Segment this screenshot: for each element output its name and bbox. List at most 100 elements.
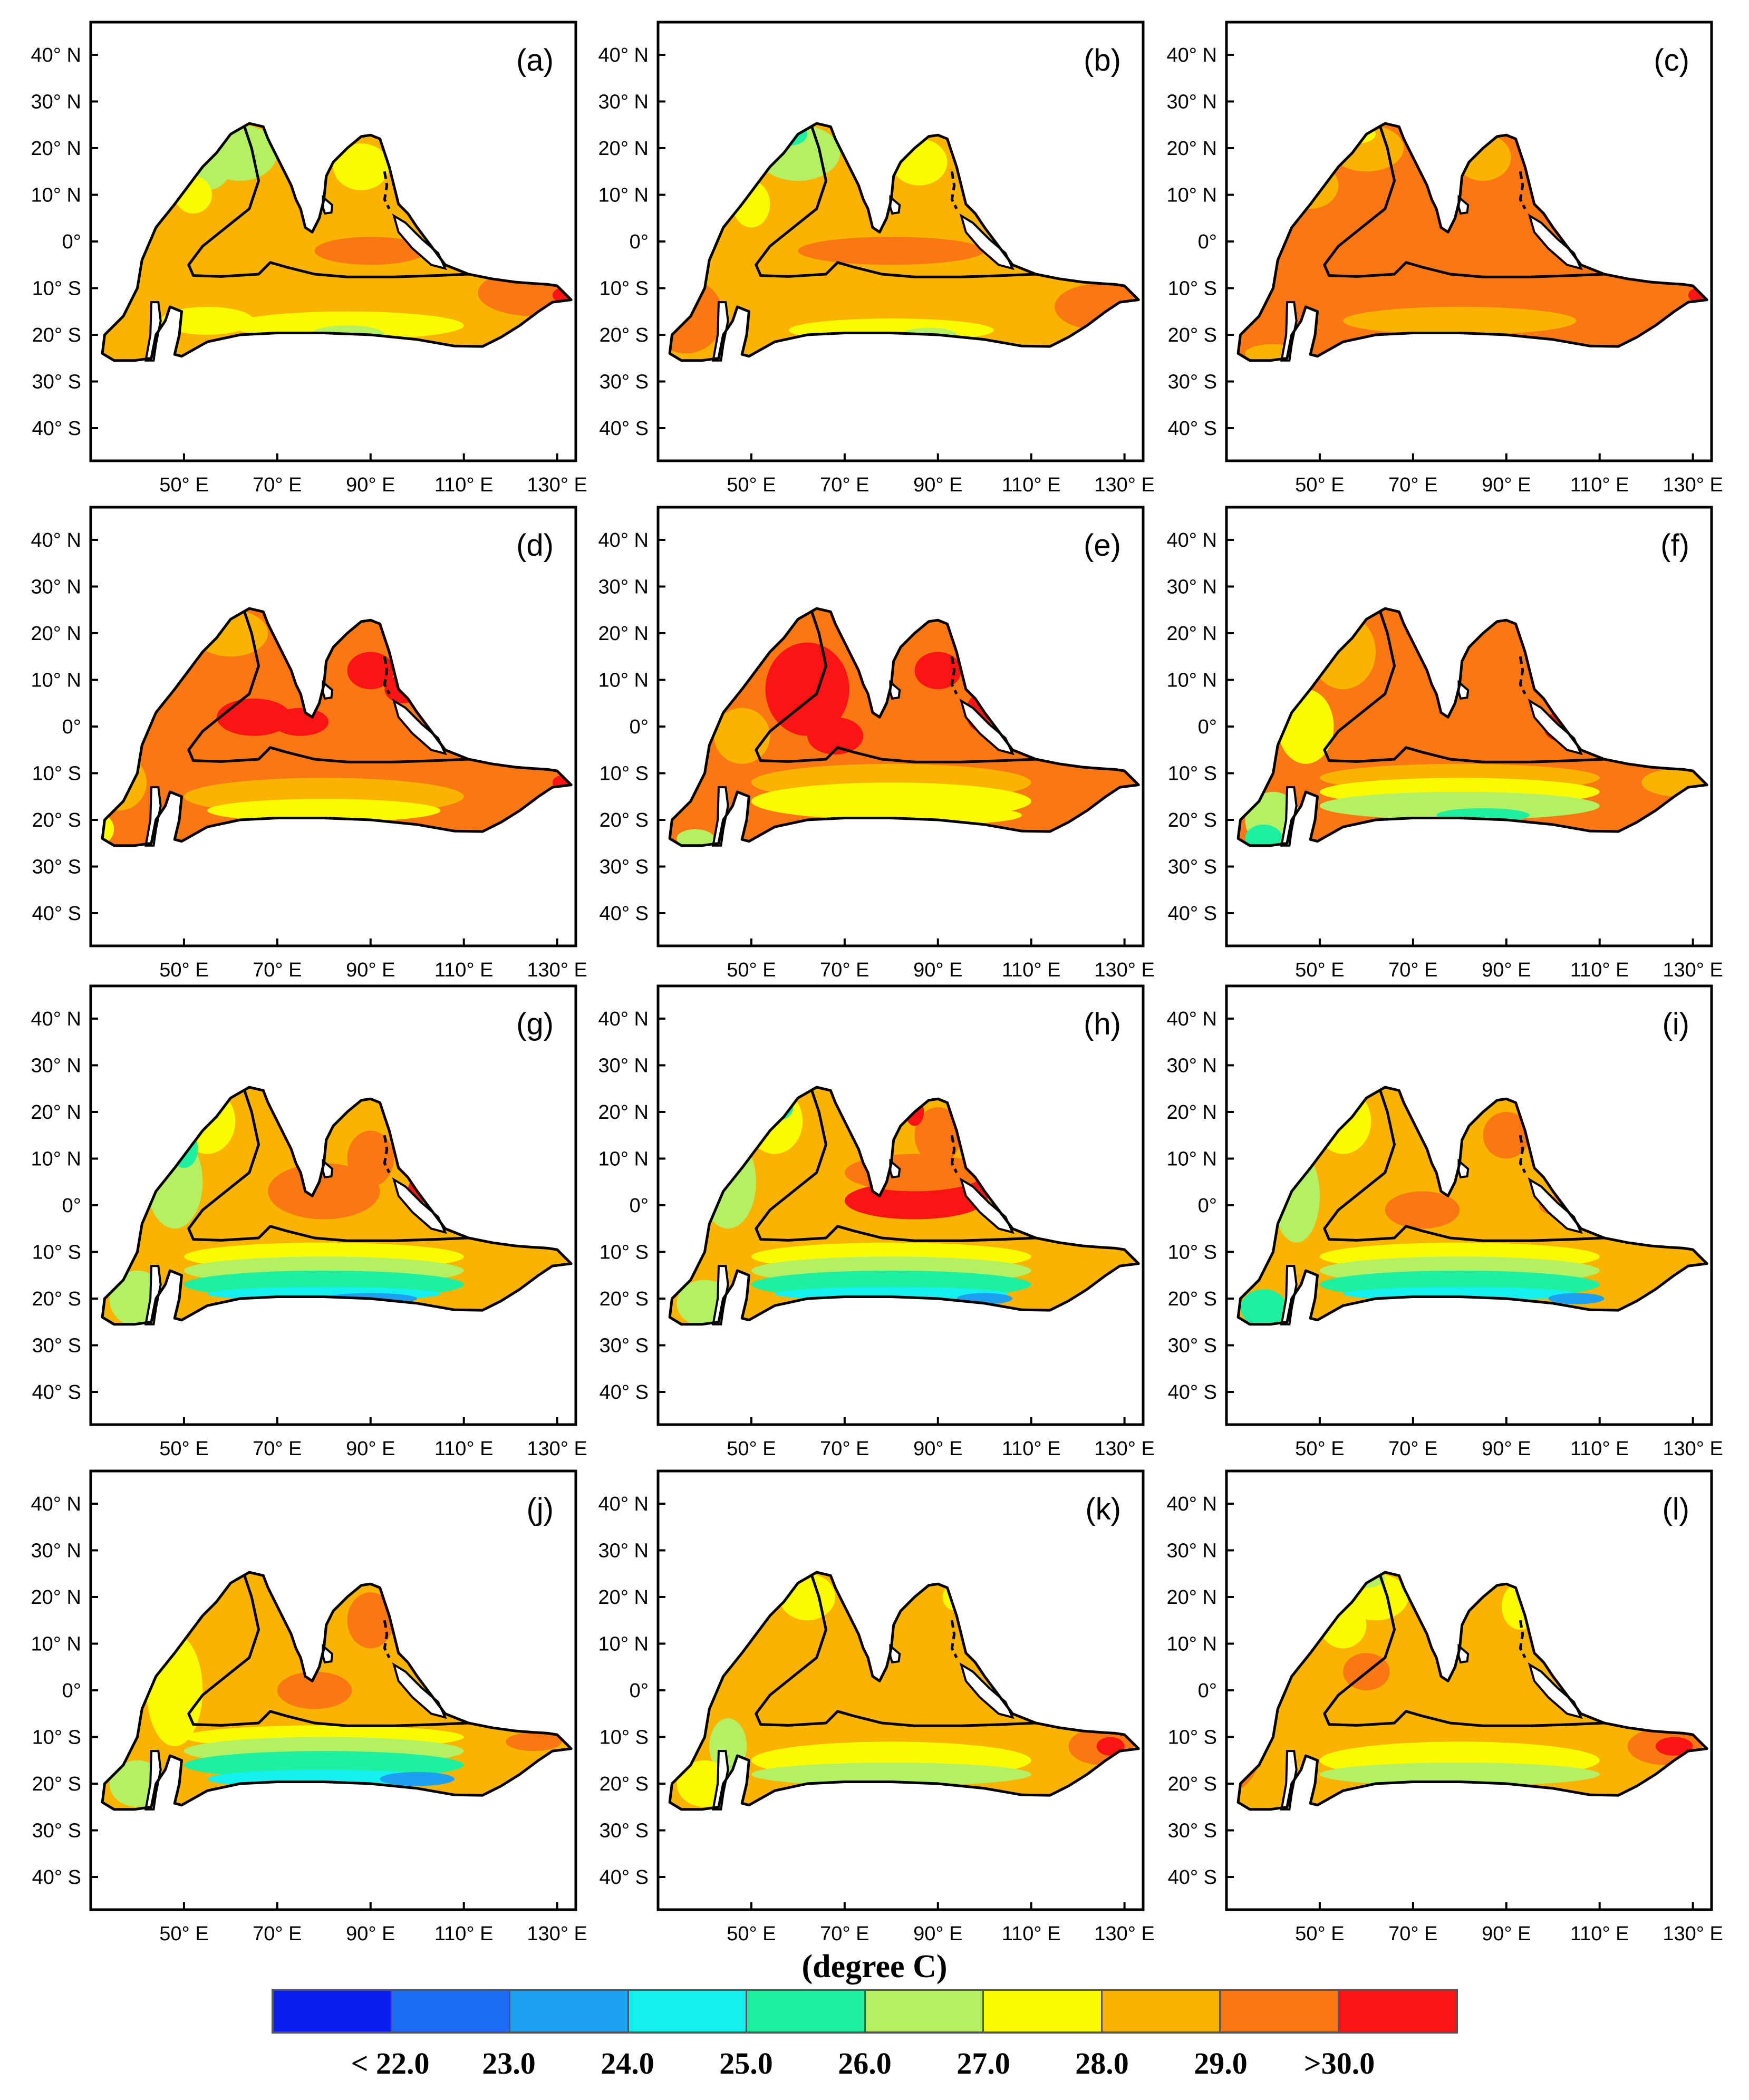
sst-region [347,1130,394,1187]
sst-region [268,1163,380,1220]
panel-label: (g) [516,1007,554,1041]
colorbar-label: >30.0 [1303,2046,1375,2080]
lat-tick-label: 40° S [600,903,649,925]
lon-tick-label: 50° E [727,1923,776,1945]
lon-tick-label: 70° E [1388,1438,1437,1460]
lat-tick-label: 40° N [598,529,649,551]
lon-tick-label: 50° E [1295,1438,1344,1460]
region-boundary [187,127,469,278]
lat-tick-label: 30° N [1167,576,1217,598]
panel-label: (d) [516,528,554,563]
map-panel: 40° N 30° N 20° N 10° N 0° 10° S 20° S 30° S 40°… [598,984,1155,1460]
lat-tick-label: 30° S [32,856,81,878]
lon-tick-label: 70° E [253,1923,302,1945]
map-panel: 40° N 30° N 20° N 10° N 0° 10° S 20° S 30° S 40°… [31,21,587,496]
lat-tick-label: 40° S [1168,1866,1217,1889]
sst-field [1238,1572,1707,1809]
units-label: (degree C) [801,1949,948,1985]
madagascar-gap [1280,786,1298,847]
coastline [101,122,573,362]
sst-region [854,806,1022,825]
lat-tick-label: 0° [1198,1195,1217,1217]
lon-tick-label: 50° E [1295,959,1344,981]
lon-tick-label: 110° E [434,474,494,496]
coastline [1236,1571,1708,1811]
map-panel: 40° N 30° N 20° N 10° N 0° 10° S 20° S 30° S 40°… [598,1469,1155,1945]
lon-tick-label: 50° E [1295,474,1344,496]
region-boundary [1323,127,1605,278]
lon-tick-label: 130° E [1094,1438,1155,1460]
lat-tick-label: 30° N [31,1540,81,1562]
lat-tick-label: 40° N [1167,1493,1217,1515]
sst-region [1483,1111,1530,1159]
lon-tick-label: 130° E [527,1923,587,1945]
sst-region [677,829,714,846]
lon-tick-label: 90° E [346,959,395,981]
lon-tick-label: 70° E [820,959,869,981]
lat-tick-label: 10° S [32,1727,81,1749]
lon-tick-label: 90° E [346,474,395,496]
lat-tick-label: 40° S [1168,418,1217,440]
lat-tick-label: 0° [62,231,81,253]
lat-tick-label: 40° N [598,44,649,66]
lat-tick-label: 0° [62,1680,81,1702]
madagascar-gap [144,301,162,362]
lat-tick-label: 30° S [600,1820,649,1842]
region-boundary [755,612,1036,763]
sst-region [160,306,254,335]
lat-tick-label: 10° N [1167,184,1217,206]
lon-tick-label: 110° E [434,1923,494,1945]
sumatra [1528,1662,1583,1719]
lat-tick-label: 40° N [31,529,81,551]
map-panel: 40° N 30° N 20° N 10° N 0° 10° S 20° S 30° S 40°… [31,506,587,981]
sumatra [959,698,1014,756]
map-panel: 40° N 30° N 20° N 10° N 0° 10° S 20° S 30° S 40°… [1167,21,1723,496]
lon-tick-label: 130° E [1663,1438,1723,1460]
lon-tick-label: 130° E [1094,1923,1155,1945]
madagascar-gap [144,1750,162,1811]
sst-region [732,180,770,228]
panel-label: (k) [1085,1492,1121,1526]
map-panel: 40° N 30° N 20° N 10° N 0° 10° S 20° S 30° S 40°… [598,21,1155,496]
sst-region [506,1732,562,1751]
lat-tick-label: 20° N [31,1586,81,1609]
lat-tick-label: 30° S [1168,1820,1217,1842]
coastline [101,1571,573,1811]
lon-tick-label: 90° E [1482,959,1531,981]
lat-tick-label: 0° [630,1195,649,1217]
coastline [1236,1086,1708,1326]
lat-tick-label: 10° N [1167,1148,1217,1170]
lon-tick-label: 70° E [253,1438,302,1460]
lat-tick-label: 40° N [598,1008,649,1030]
lat-tick-label: 30° N [31,91,81,113]
lon-tick-label: 110° E [434,1438,494,1460]
lat-tick-label: 30° S [600,1335,649,1357]
lat-tick-label: 20° S [600,324,649,346]
sumatra [959,1177,1014,1234]
colorbar-swatch [1102,1991,1221,2031]
lat-tick-label: 40° S [32,418,81,440]
colorbar-swatch [629,1991,747,2031]
lat-tick-label: 30° S [600,371,649,393]
region-boundary [755,127,1036,278]
lon-tick-label: 130° E [527,1438,587,1460]
sst-region [216,698,292,736]
lat-tick-label: 20° S [32,1288,81,1310]
lon-tick-label: 110° E [1002,474,1061,496]
andaman-islands [383,1135,391,1174]
colorbar-swatch [747,1991,866,2031]
lon-tick-label: 90° E [346,1438,395,1460]
colorbar-swatch [274,1991,392,2031]
lon-tick-label: 70° E [1388,959,1437,981]
sst-region [1245,824,1283,846]
colorbar-label: 25.0 [719,2046,773,2080]
sst-region [1319,1601,1367,1649]
lat-tick-label: 0° [62,1195,81,1217]
lon-tick-label: 110° E [1002,1438,1061,1460]
andaman-islands [950,1135,958,1174]
andaman-islands [1519,1135,1526,1174]
colorbar-label: 26.0 [838,2046,892,2080]
lat-tick-label: 0° [630,1680,649,1702]
lon-tick-label: 130° E [1663,474,1723,496]
colorbar-label: 28.0 [1075,2046,1129,2080]
